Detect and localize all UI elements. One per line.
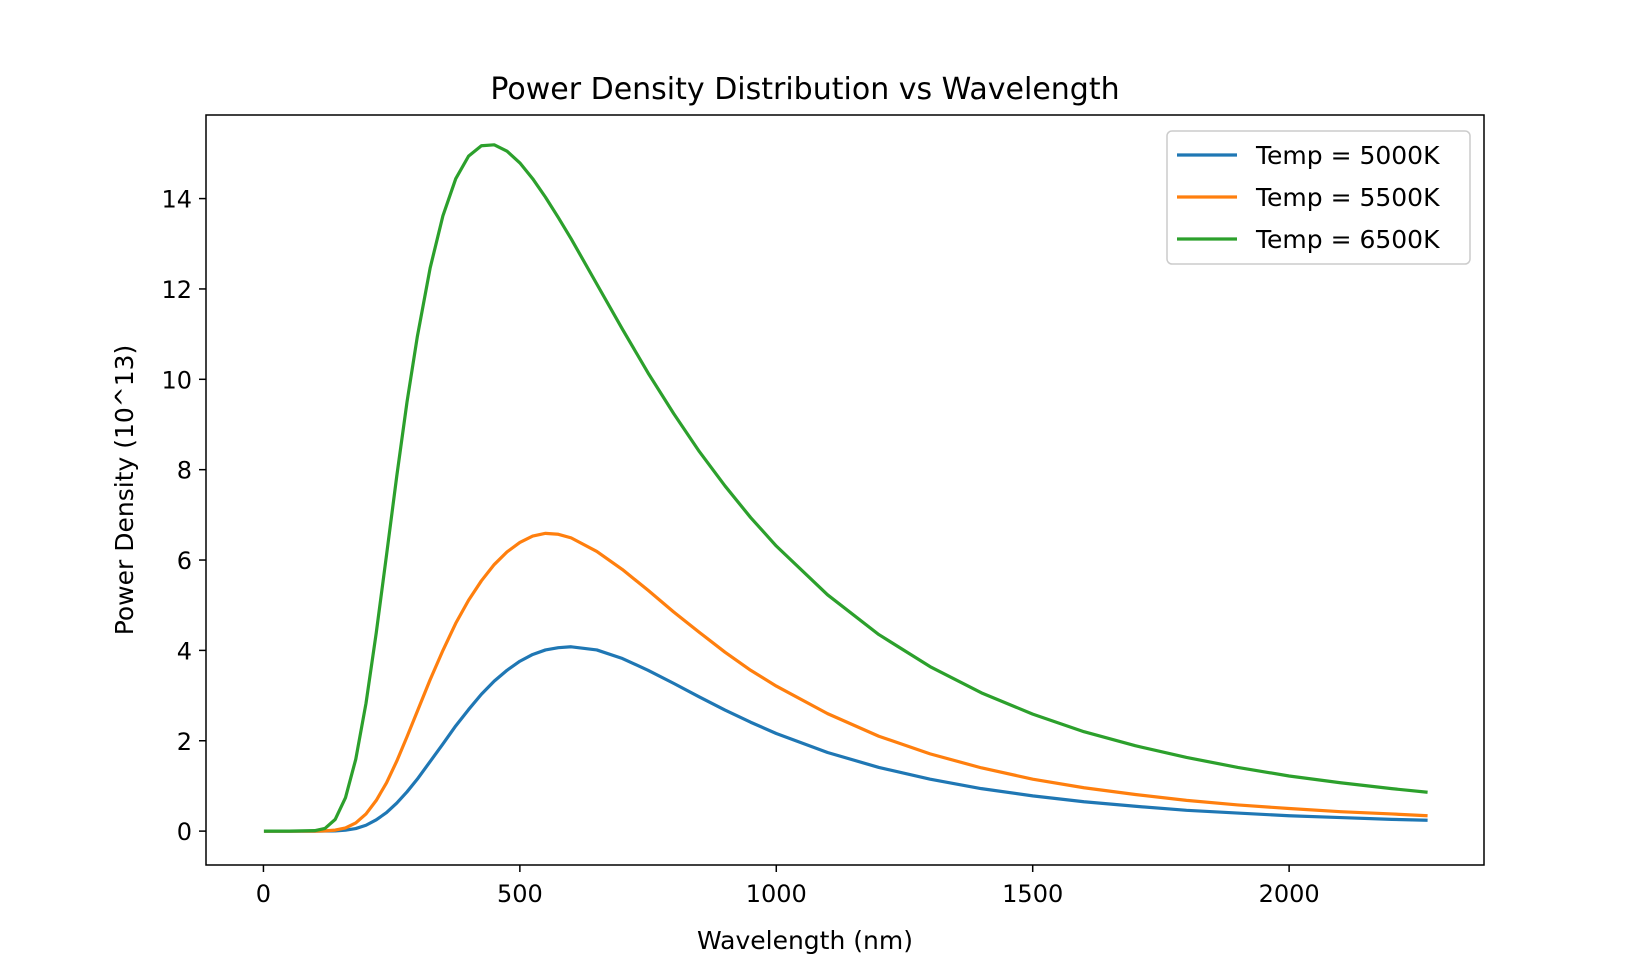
y-axis-label: Power Density (10^13) [110,345,139,636]
y-tick-label: 0 [177,818,192,846]
series-layer [263,143,1428,833]
chart-title: Power Density Distribution vs Wavelength [490,72,1119,107]
series-line-3 [263,143,1428,833]
legend-label-2: Temp = 5500K [1255,183,1440,212]
x-tick-label: 1000 [746,880,807,908]
y-tick-label: 14 [161,186,192,214]
x-tick-label: 2000 [1259,880,1320,908]
legend: Temp = 5000K Temp = 5500K Temp = 6500K [1166,130,1471,265]
x-axis-ticks: 0 500 1000 1500 2000 [256,865,1320,908]
y-tick-label: 12 [161,276,192,304]
y-tick-label: 8 [177,457,192,485]
legend-label-1: Temp = 5000K [1255,141,1440,170]
y-tick-label: 10 [161,366,192,394]
legend-box [1166,130,1471,265]
series-line-1 [263,645,1428,833]
x-tick-label: 1500 [1002,880,1063,908]
y-axis-ticks: 0 2 4 6 8 10 12 14 [161,186,206,846]
y-tick-label: 6 [177,547,192,575]
y-tick-label: 4 [177,637,192,665]
x-axis-label: Wavelength (nm) [697,926,913,955]
x-tick-label: 0 [256,880,271,908]
series-line-2 [263,531,1428,833]
plot-frame [205,114,1485,866]
y-tick-label: 2 [177,728,192,756]
legend-label-3: Temp = 6500K [1255,225,1440,254]
x-tick-label: 500 [497,880,543,908]
